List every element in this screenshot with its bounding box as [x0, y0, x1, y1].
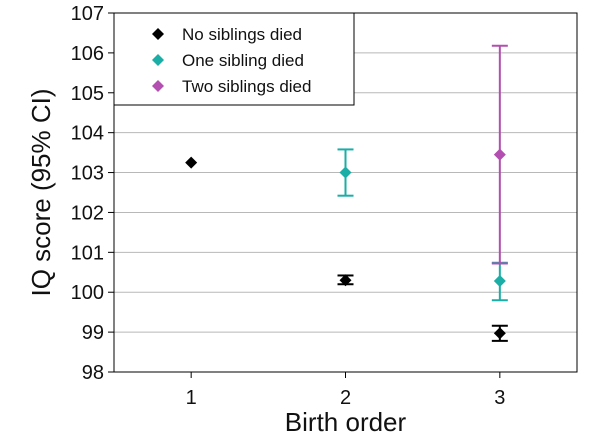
y-tick-label: 102: [71, 202, 104, 224]
legend-label: No siblings died: [182, 25, 302, 44]
data-point: [493, 275, 506, 288]
legend-marker: [152, 80, 164, 92]
y-tick-label: 106: [71, 43, 104, 65]
legend-marker: [152, 54, 164, 66]
y-tick-label: 101: [71, 242, 104, 264]
y-tick-label: 103: [71, 163, 104, 185]
y-tick-label: 107: [71, 3, 104, 25]
y-tick-label: 99: [82, 322, 104, 344]
data-point: [339, 166, 352, 179]
x-axis-title: Birth order: [285, 407, 407, 437]
data-point: [185, 156, 198, 169]
data-layer: [185, 44, 508, 342]
y-tick-label: 98: [82, 362, 104, 384]
legend-marker: [152, 28, 164, 40]
data-point: [493, 148, 506, 161]
y-tick-label: 100: [71, 282, 104, 304]
legend-label: Two siblings died: [182, 77, 311, 96]
y-axis-title: IQ score (95% CI): [26, 88, 56, 296]
y-tick-label: 105: [71, 83, 104, 105]
y-tick-label: 104: [71, 123, 104, 145]
data-point: [339, 274, 352, 287]
legend-label: One sibling died: [182, 51, 304, 70]
legend: No siblings died One sibling died Two sibl…: [113, 12, 355, 106]
x-tick-label: 1: [186, 387, 197, 409]
data-point: [493, 327, 506, 340]
tick-layer: 98 99 100 101 102 103 104 105 106 107 1 2 3: [71, 3, 506, 409]
x-tick-label: 2: [340, 387, 351, 409]
x-tick-label: 3: [494, 387, 505, 409]
